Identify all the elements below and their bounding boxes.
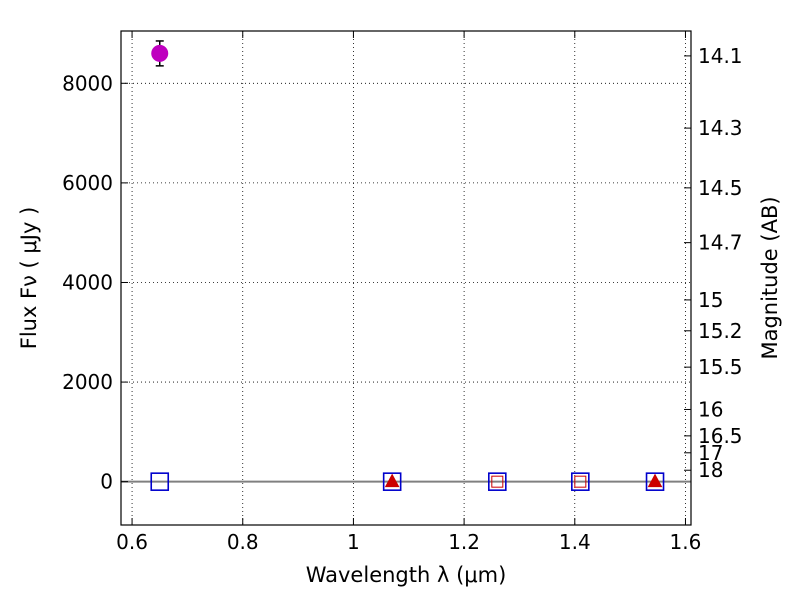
upper-limit-square [150,472,170,491]
detection-point [151,44,169,62]
model-open-square [574,475,587,488]
y2-tick-label: 17 [698,441,723,465]
y-tick-label: 6000 [62,171,113,195]
x-tick-label: 0.6 [116,530,148,554]
x-axis-label: Wavelength λ (μm) [306,563,507,587]
x-tick-label: 1 [347,530,360,554]
y2-tick-label: 14.5 [698,176,743,200]
y-axis: 0 2000 4000 6000 8000 [62,71,128,494]
model-open-square [491,475,504,488]
y2-tick-label: 14.7 [698,231,743,255]
y2-tick-label: 15.2 [698,319,743,343]
y2-tick-label: 16 [698,397,723,421]
y-axis-label: Flux Fν ( μJy ) [17,207,41,350]
y2-tick-label: 15 [698,288,723,312]
x-axis: 0.6 0.8 1 1.2 1.4 1.6 [116,31,701,554]
data-marks [150,40,665,491]
y-tick-label: 2000 [62,370,113,394]
x-tick-label: 1.4 [559,530,591,554]
x-tick-label: 1.6 [670,530,702,554]
plot-frame [120,30,692,526]
x-tick-label: 1.2 [448,530,480,554]
y-tick-label: 8000 [62,71,113,95]
y2-tick-label: 16.5 [698,424,743,448]
grid [121,31,691,525]
y-tick-label: 0 [100,470,113,494]
y-tick-label: 4000 [62,270,113,294]
x-tick-label: 0.8 [227,530,259,554]
y2-tick-label: 14.3 [698,116,743,140]
upper-limit-square [488,472,507,491]
y2-tick-label: 14.1 [698,44,743,68]
y2-axis-label: Magnitude (AB) [758,196,782,359]
y2-tick-label: 18 [698,458,723,482]
model-triangle [647,473,663,488]
y2-tick-label: 15.5 [698,355,743,379]
model-triangle [384,473,400,488]
upper-limit-square [571,472,590,491]
upper-limit-square [382,472,402,491]
upper-limit-square [645,472,665,491]
